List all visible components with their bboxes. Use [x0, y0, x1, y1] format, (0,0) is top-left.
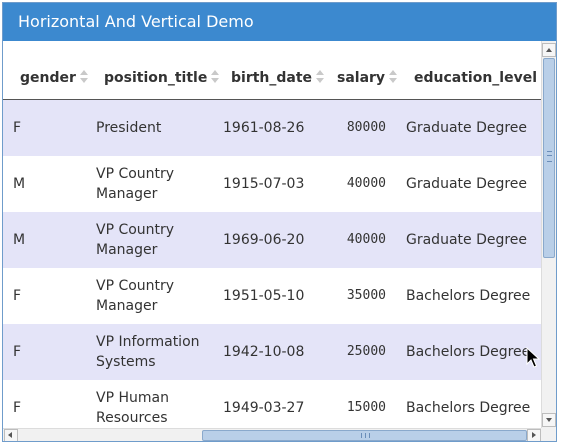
table-row[interactable]: M VP Country Manager 1969-06-20 40000 Gr… — [3, 212, 541, 268]
cell-education-level: Graduate Degree — [406, 232, 528, 248]
mouse-pointer-icon — [526, 347, 540, 368]
cell-birth-date: 1961-08-26 — [223, 120, 305, 136]
sort-arrows-icon — [211, 69, 220, 83]
cell-education-level: Graduate Degree — [406, 120, 528, 136]
vertical-scrollbar[interactable] — [541, 41, 556, 428]
scroll-right-icon[interactable] — [527, 429, 541, 441]
horizontal-scroll-thumb[interactable] — [202, 430, 527, 441]
scroll-left-icon[interactable] — [4, 429, 18, 441]
cell-gender: F — [13, 400, 22, 416]
column-header-gender[interactable]: gender — [20, 41, 88, 99]
scroll-down-icon[interactable] — [542, 413, 556, 427]
sort-arrows-icon — [316, 69, 325, 83]
column-header-birth-date[interactable]: birth_date — [231, 41, 325, 99]
scrollbar-corner — [541, 428, 556, 441]
cell-gender: F — [13, 288, 22, 304]
vertical-scroll-thumb[interactable] — [543, 58, 555, 258]
cell-birth-date: 1969-06-20 — [223, 232, 305, 248]
grid-header: gender position_title birth_date salary … — [3, 41, 541, 100]
cell-position-title: President — [96, 120, 162, 136]
column-label: salary — [337, 70, 386, 86]
cell-gender: F — [13, 120, 22, 136]
cell-position-title: VP Information Systems — [96, 334, 200, 370]
column-header-position-title[interactable]: position_title — [104, 41, 220, 99]
cell-education-level: Bachelors Degree — [406, 400, 531, 416]
table-row[interactable]: F VP Country Manager 1951-05-10 35000 Ba… — [3, 268, 541, 324]
cell-gender: F — [13, 344, 22, 360]
sort-arrows-icon — [389, 69, 398, 83]
column-label: education_level — [414, 70, 538, 86]
column-header-salary[interactable]: salary — [337, 41, 398, 99]
column-header-education-level[interactable]: education_level — [414, 41, 541, 99]
table-row[interactable]: F VP Information Systems 1942-10-08 2500… — [3, 324, 541, 380]
cell-position-title: VP Human Resources — [96, 390, 169, 426]
cell-salary: 15000 — [346, 400, 386, 415]
cell-education-level: Bachelors Degree — [406, 288, 531, 304]
cell-education-level: Bachelors Degree — [406, 344, 531, 360]
cell-gender: M — [13, 176, 26, 192]
cell-position-title: VP Country Manager — [96, 166, 175, 202]
column-label: birth_date — [231, 70, 313, 86]
cell-gender: M — [13, 232, 26, 248]
grip-icon — [361, 433, 370, 438]
column-label: position_title — [104, 70, 208, 86]
table-row[interactable]: M VP Country Manager 1915-07-03 40000 Gr… — [3, 156, 541, 212]
table-row[interactable]: F President 1961-08-26 80000 Graduate De… — [3, 100, 541, 156]
scroll-up-icon[interactable] — [542, 43, 556, 57]
sort-arrows-icon — [79, 69, 88, 83]
cell-salary: 80000 — [346, 120, 386, 135]
cell-birth-date: 1949-03-27 — [223, 400, 305, 416]
grid-panel: Horizontal And Vertical Demo gender posi… — [2, 2, 557, 442]
data-grid: gender position_title birth_date salary … — [3, 41, 541, 428]
cell-position-title: VP Country Manager — [96, 278, 175, 314]
cell-education-level: Graduate Degree — [406, 176, 528, 192]
table-row[interactable]: F VP Human Resources 1949-03-27 15000 Ba… — [3, 380, 541, 428]
horizontal-scrollbar[interactable] — [3, 428, 541, 441]
cell-salary: 40000 — [346, 176, 386, 191]
cell-birth-date: 1951-05-10 — [223, 288, 305, 304]
cell-salary: 35000 — [346, 288, 386, 303]
cell-birth-date: 1915-07-03 — [223, 176, 305, 192]
cell-position-title: VP Country Manager — [96, 222, 175, 258]
grip-icon — [547, 151, 552, 162]
cell-salary: 25000 — [346, 344, 386, 359]
panel-title: Horizontal And Vertical Demo — [3, 3, 556, 41]
cell-salary: 40000 — [346, 232, 386, 247]
cell-birth-date: 1942-10-08 — [223, 344, 305, 360]
column-label: gender — [20, 70, 76, 86]
